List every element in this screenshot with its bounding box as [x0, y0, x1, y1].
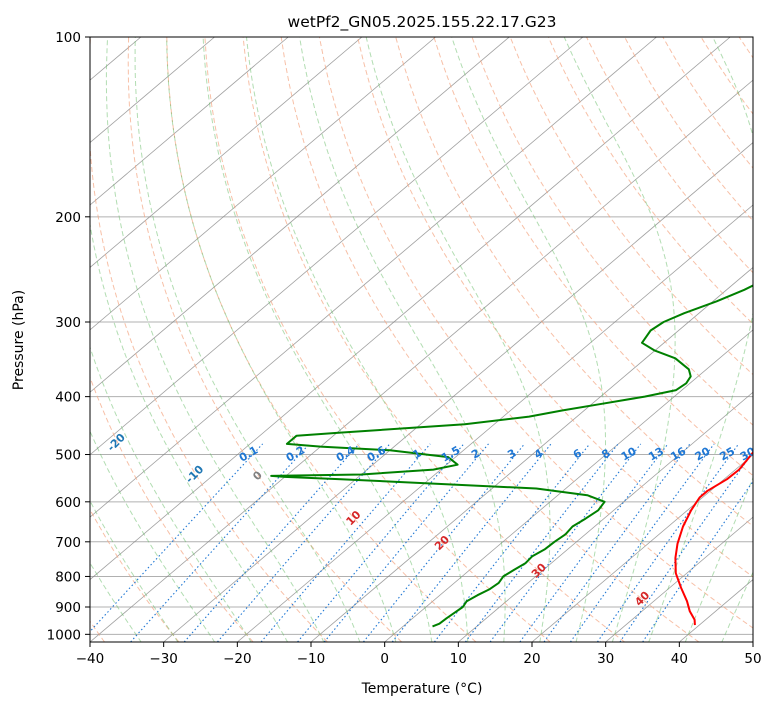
- isotherm-line: [163, 142, 753, 642]
- mixing-ratio-label: 30: [738, 444, 758, 463]
- x-tick-label: −10: [297, 651, 326, 667]
- isotherm-line: [90, 37, 510, 393]
- series-layer: [270, 284, 753, 628]
- mixing-ratio-line: [543, 443, 691, 642]
- chart-title: wetPf2_GN05.2025.155.22.17.G23: [288, 13, 557, 32]
- moist-adiabat: [90, 430, 216, 642]
- mixing-ratio-line: [297, 443, 465, 642]
- isotherm-line: [90, 37, 289, 206]
- moist-adiabat: [166, 37, 397, 642]
- y-tick-label: 100: [55, 30, 81, 46]
- moist-adiabat: [90, 499, 179, 642]
- dry-adiabat: [395, 37, 753, 527]
- isotherm-line: [90, 37, 731, 581]
- isotherm-line: [310, 266, 753, 642]
- isotherm-line: [90, 37, 215, 144]
- moist-adiabat: [134, 37, 361, 642]
- dry-adiabat: [318, 37, 753, 629]
- dry-adiabat: [127, 37, 403, 642]
- y-axis-label: Pressure (hPa): [11, 290, 27, 390]
- background-lines: [90, 37, 753, 642]
- moist-adiabat: [90, 221, 289, 642]
- isotherm-line: [90, 37, 657, 518]
- dry-adiabat: [433, 37, 753, 477]
- y-tick-label: 400: [55, 390, 81, 406]
- isotherm-line: [90, 79, 753, 642]
- axis-ticks: −40 −30 −20 −10 0 10 20 30 40 50 100 200 300 400 500 60…: [47, 30, 762, 667]
- dry-adiabat: [357, 37, 753, 578]
- temperature-profile: [674, 450, 753, 626]
- moist-adiabat: [202, 37, 433, 642]
- x-tick-label: 20: [523, 651, 540, 667]
- mixing-ratio-line: [489, 443, 642, 642]
- x-tick-label: −30: [149, 651, 178, 667]
- moist-adiabat: [451, 37, 606, 642]
- isotherm-line: [90, 37, 363, 268]
- y-tick-label: 900: [55, 600, 81, 616]
- dewpoint-profile: [270, 284, 753, 628]
- dry-adiabat: [280, 37, 700, 642]
- moist-adiabat: [299, 37, 506, 642]
- mixing-ratio-line: [596, 443, 740, 642]
- isotherm-line: [384, 329, 753, 642]
- moist-adiabat: [90, 345, 252, 642]
- dry-adiabat: [90, 37, 328, 642]
- dry-adiabat: [90, 376, 254, 642]
- mixing-ratio-line: [323, 443, 489, 642]
- isotherm-line: [605, 516, 753, 642]
- dry-adiabat: [242, 37, 625, 642]
- y-tick-label: 300: [55, 315, 81, 331]
- moist-adiabat: [105, 37, 325, 642]
- x-tick-label: 10: [450, 651, 467, 667]
- isotherm-line: [90, 37, 436, 331]
- y-tick-label: 200: [55, 210, 81, 226]
- y-tick-label: 700: [55, 535, 81, 551]
- mixing-ratio-line: [619, 451, 753, 642]
- y-tick-label: 1000: [47, 627, 81, 643]
- x-tick-label: 50: [744, 651, 761, 667]
- plot-frame: [89, 36, 754, 643]
- mixing-ratio-line: [90, 443, 264, 633]
- x-tick-label: 40: [671, 651, 688, 667]
- moist-adiabat: [90, 561, 142, 642]
- x-tick-label: −20: [223, 651, 252, 667]
- mixing-ratio-line: [183, 443, 360, 642]
- moist-adiabat: [563, 37, 676, 642]
- x-tick-label: 0: [380, 651, 389, 667]
- moist-adiabat: [246, 37, 469, 642]
- dry-adiabat: [509, 37, 753, 376]
- dry-adiabat: [471, 37, 753, 426]
- isotherm-line: [458, 391, 753, 642]
- isotherm-line: [90, 37, 584, 456]
- mixing-ratio-line: [642, 480, 753, 642]
- mixing-ratio-line: [569, 443, 715, 642]
- mixing-ratio-line: [519, 443, 669, 642]
- isotherm-line: [237, 204, 753, 642]
- moist-adiabat: [365, 37, 551, 642]
- y-tick-label: 500: [55, 448, 81, 464]
- y-tick-label: 600: [55, 495, 81, 511]
- isotherm-line: [531, 454, 753, 642]
- mixing-ratio-line: [130, 443, 310, 642]
- dry-adiabat: [204, 37, 551, 642]
- y-tick-label: 800: [55, 569, 81, 585]
- mixing-ratio-line: [362, 443, 525, 642]
- mixing-ratio-line: [260, 443, 431, 642]
- x-tick-label: −40: [76, 651, 105, 667]
- x-tick-label: 30: [597, 651, 614, 667]
- x-axis-label: Temperature (°C): [361, 681, 483, 697]
- dry-adiabat: [547, 37, 753, 325]
